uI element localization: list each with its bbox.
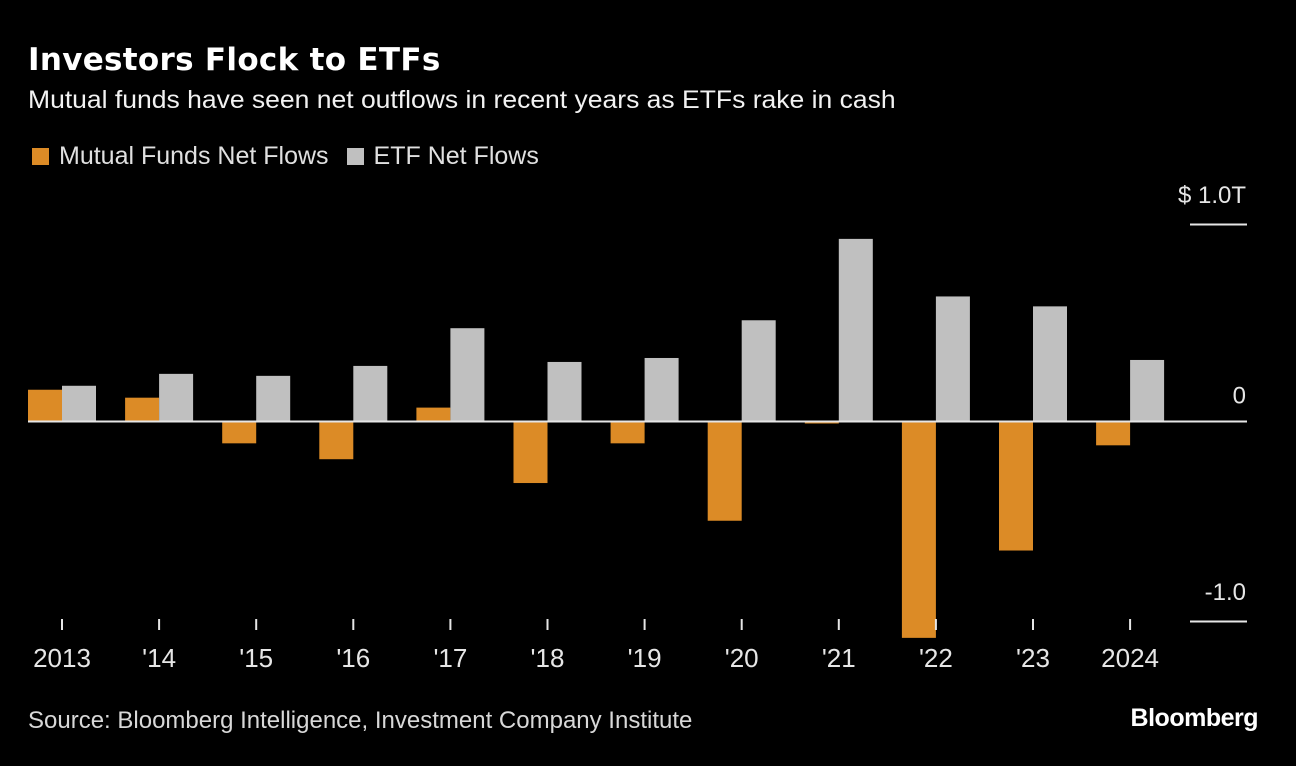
legend-swatch-mutual-funds xyxy=(32,148,49,165)
bar-etf-11 xyxy=(1130,359,1165,422)
x-tick-label-7: '20 xyxy=(725,643,759,673)
bar-mutual-funds-5 xyxy=(513,421,548,484)
bar-mutual-funds-0 xyxy=(28,389,62,422)
legend-item-etf: ETF Net Flows xyxy=(346,142,539,171)
legend-label-mutual-funds: Mutual Funds Net Flows xyxy=(59,142,329,170)
source-note: Source: Bloomberg Intelligence, Investme… xyxy=(28,707,693,734)
chart-title: Investors Flock to ETFs xyxy=(28,42,441,78)
bar-mutual-funds-11 xyxy=(1096,421,1131,446)
legend-swatch-etf xyxy=(346,148,364,165)
bar-mutual-funds-9 xyxy=(901,421,936,638)
x-tick-label-8: '21 xyxy=(822,643,856,673)
bar-etf-7 xyxy=(741,320,776,422)
y-tick-label-2: -1.0 xyxy=(1205,579,1246,606)
bar-etf-5 xyxy=(547,361,582,422)
x-tick-label-0: 2013 xyxy=(33,643,91,673)
y-tick-label-1: 0 xyxy=(1233,383,1246,410)
x-tick-label-2: '15 xyxy=(239,643,273,673)
bar-etf-8 xyxy=(838,238,873,422)
bar-mutual-funds-4 xyxy=(416,407,451,422)
x-tick-label-1: '14 xyxy=(142,643,176,673)
bar-mutual-funds-7 xyxy=(707,421,742,521)
x-tick-label-9: '22 xyxy=(919,643,953,673)
bar-mutual-funds-6 xyxy=(610,421,645,444)
bar-etf-6 xyxy=(644,357,679,422)
bar-etf-0 xyxy=(62,385,96,422)
bar-mutual-funds-1 xyxy=(125,397,160,422)
bar-etf-2 xyxy=(256,375,291,422)
bar-etf-10 xyxy=(1033,306,1067,422)
x-tick-label-3: '16 xyxy=(336,643,370,673)
y-tick-label-0: $ 1.0T xyxy=(1178,182,1246,209)
bloomberg-logo: Bloomberg xyxy=(1130,704,1259,732)
x-tick-label-5: '18 xyxy=(531,643,565,673)
bar-mutual-funds-3 xyxy=(319,421,354,460)
bar-mutual-funds-2 xyxy=(222,421,257,444)
legend-item-mutual-funds: Mutual Funds Net Flows xyxy=(32,142,329,171)
chart-subtitle: Mutual funds have seen net outflows in r… xyxy=(28,86,896,114)
bar-etf-1 xyxy=(159,373,194,422)
x-tick-label-11: 2024 xyxy=(1101,643,1159,673)
bar-mutual-funds-10 xyxy=(999,421,1033,551)
bar-etf-4 xyxy=(450,328,485,422)
legend: Mutual Funds Net Flows ETF Net Flows xyxy=(32,142,557,171)
legend-label-etf: ETF Net Flows xyxy=(373,142,539,170)
x-tick-label-6: '19 xyxy=(628,643,662,673)
x-tick-label-10: '23 xyxy=(1016,643,1050,673)
x-tick-label-4: '17 xyxy=(433,643,467,673)
bar-etf-3 xyxy=(353,365,388,422)
bar-etf-9 xyxy=(935,296,970,422)
